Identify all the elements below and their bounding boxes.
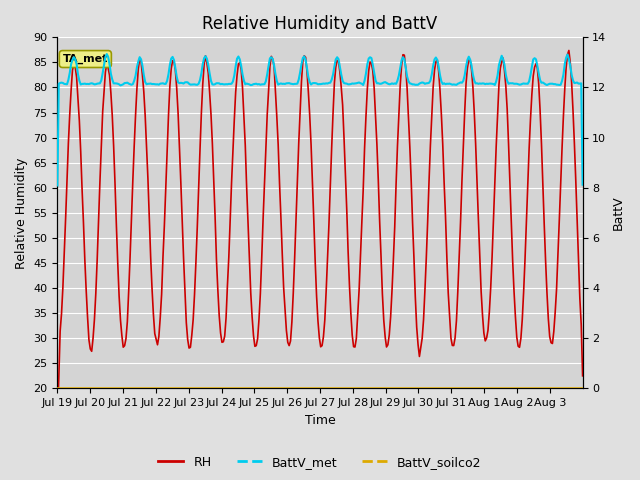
Legend: RH, BattV_met, BattV_soilco2: RH, BattV_met, BattV_soilco2	[154, 451, 486, 474]
X-axis label: Time: Time	[305, 414, 335, 427]
Y-axis label: Relative Humidity: Relative Humidity	[15, 157, 28, 268]
Text: TA_met: TA_met	[63, 54, 108, 64]
Y-axis label: BattV: BattV	[612, 195, 625, 230]
Title: Relative Humidity and BattV: Relative Humidity and BattV	[202, 15, 438, 33]
